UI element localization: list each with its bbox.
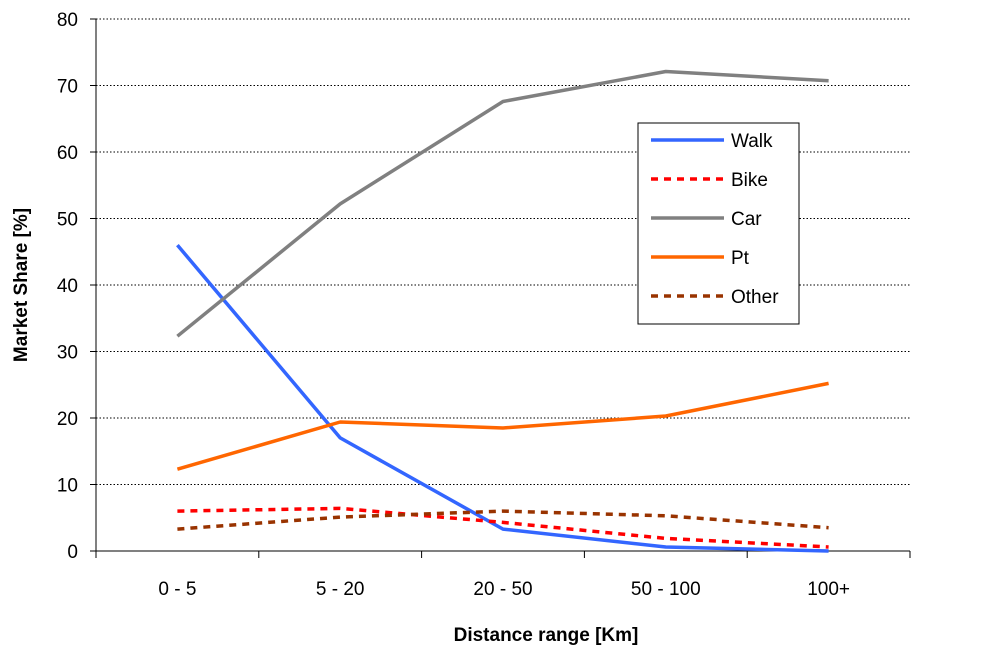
legend-label-walk: Walk (731, 131, 773, 152)
series-line-pt (176, 381, 829, 471)
y-tick-label: 70 (57, 77, 78, 98)
x-tick-label: 0 - 5 (158, 579, 196, 600)
tick-labels: 0 10 20 30 40 50 60 70 80 0 - 5 5 - 20 20 - 50 50 - … (57, 10, 850, 600)
y-axis-title: Market Share [%] (11, 208, 32, 362)
series-line-car (176, 69, 829, 338)
y-tick-label: 50 (57, 210, 78, 231)
legend-label-car: Car (731, 209, 762, 230)
x-tick-label: 100+ (807, 579, 850, 600)
y-tick-label: 40 (57, 276, 78, 297)
y-tick-label: 60 (57, 143, 78, 164)
series-line-walk (176, 243, 829, 553)
series-line-other (177, 509, 829, 531)
y-tick-label: 20 (57, 409, 78, 430)
legend-label-pt: Pt (731, 248, 750, 269)
legend-label-bike: Bike (731, 170, 768, 191)
x-tick-label: 5 - 20 (316, 579, 365, 600)
x-axis-title: Distance range [Km] (454, 625, 639, 646)
series-line-bike (177, 506, 829, 549)
y-tick-label: 80 (57, 10, 78, 31)
x-tick-label: 20 - 50 (473, 579, 532, 600)
series-lines (176, 69, 829, 553)
y-tick-label: 0 (67, 542, 78, 563)
legend-label-other: Other (731, 287, 779, 308)
legend-box (637, 122, 800, 325)
legend: Walk Bike Car Pt Other (637, 122, 800, 325)
gridlines (96, 18, 910, 485)
x-tick-label: 50 - 100 (631, 579, 701, 600)
y-tick-label: 30 (57, 343, 78, 364)
y-tick-label: 10 (57, 476, 78, 497)
